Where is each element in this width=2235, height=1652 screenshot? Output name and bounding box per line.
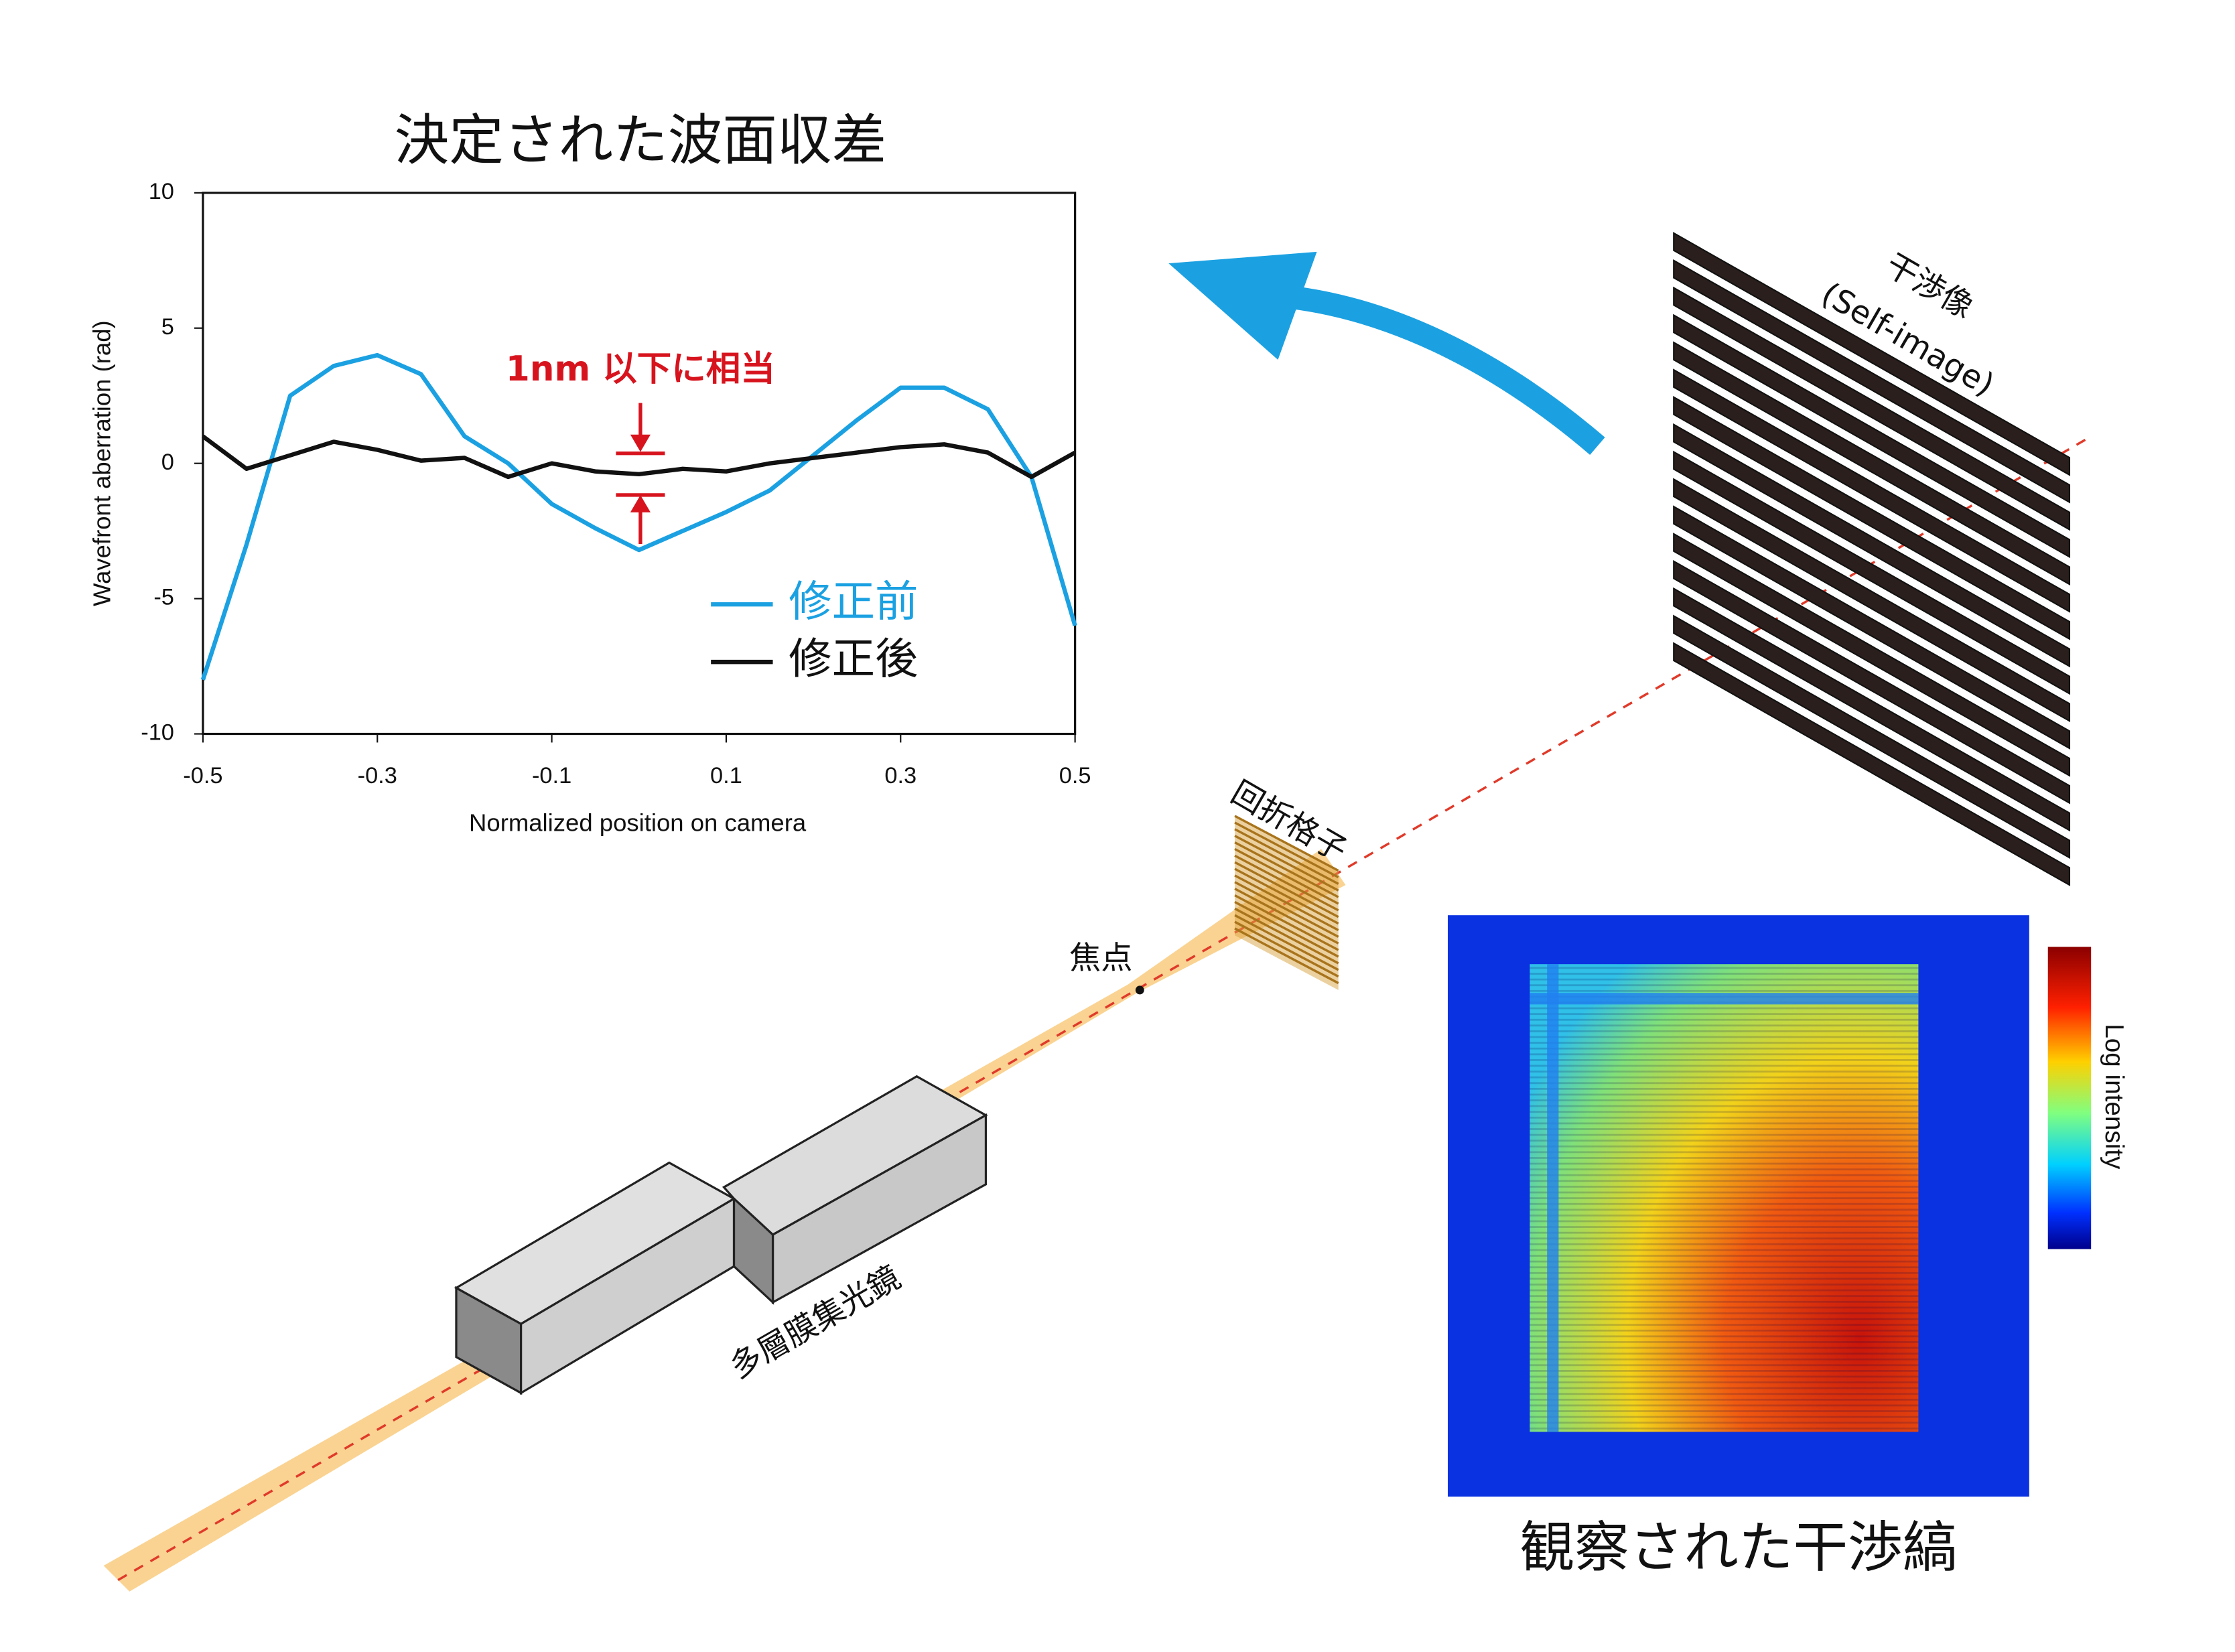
bar [1673,286,2071,531]
range-marker [616,403,665,544]
chart-title: 決定された波面収差 [395,109,886,172]
grating [1234,815,1339,990]
illustration [103,232,2092,1592]
grating-line [1234,927,1339,985]
series-line [200,352,1077,681]
grating-line [1234,907,1339,965]
bar [1673,314,2071,559]
grating-line [1234,888,1339,945]
fringe-band [1547,964,1559,1432]
self-image-bars [1673,232,2071,886]
axis-line [117,437,2088,1582]
grating-line [1234,847,1339,905]
grating-line [1234,914,1339,971]
x-tick-label: -0.3 [358,763,397,788]
grating-line [1234,920,1339,978]
grating-line [1234,835,1339,892]
grating-line [1234,854,1339,912]
x-tick-label: 0.1 [710,763,742,788]
bar [1673,450,2071,695]
fringe-stripes [1530,964,1919,1432]
bar [1673,232,2071,476]
y-tick-label: 0 [161,450,174,475]
bar [1673,505,2071,750]
x-tick-label: 0.3 [884,763,917,788]
bar [1673,614,2071,859]
grating-line [1234,900,1339,958]
colorbar [2047,947,2092,1249]
grating-line [1234,821,1339,878]
arrow-head [1168,251,1317,360]
grating-line [1234,868,1339,925]
bar [1673,368,2071,613]
fringe-band [1530,993,1919,1005]
grating-line [1234,874,1339,932]
bar [1673,423,2071,668]
mirror2-face [732,1196,774,1305]
arrow-shaft [1266,283,1605,455]
focus-point [1135,985,1144,995]
grating-line [1234,861,1339,918]
y-tick-label: 10 [149,179,174,204]
legend-label: 修正後 [789,634,918,685]
bar [1673,559,2071,805]
annotation: 1nm 以下に相当 [506,349,775,389]
y-tick-label: 5 [161,314,174,340]
fringe-label: 観察された干渉縞 [1519,1516,1957,1580]
chart: 決定された波面収差 Normalized position on camera … [88,109,1091,836]
bar [1673,396,2071,640]
y-axis-label: Wavefront aberration (rad) [88,320,115,606]
grating-line [1234,828,1339,885]
x-tick-label: 0.5 [1059,763,1091,788]
grating-line [1234,815,1339,872]
x-tick-label: -0.5 [183,763,222,788]
x-tick-label: -0.1 [532,763,571,788]
x-axis-label: Normalized position on camera [469,809,807,836]
bar [1673,587,2071,832]
grating-line [1234,841,1339,898]
plot-frame [202,192,1077,736]
focus-label: 焦点 [1069,940,1133,977]
bar [1673,478,2071,723]
bar [1673,341,2071,586]
bar [1673,259,2071,504]
grating-line [1234,894,1339,951]
grating-line [1234,881,1339,938]
colorbar-label: Log intensity [2100,1024,2128,1170]
y-tick-label: -5 [153,585,174,610]
bar [1673,533,2071,777]
y-tick-label: -10 [141,720,174,746]
legend-label: 修正前 [789,577,918,627]
series-line [201,434,1077,480]
bar [1673,642,2071,886]
